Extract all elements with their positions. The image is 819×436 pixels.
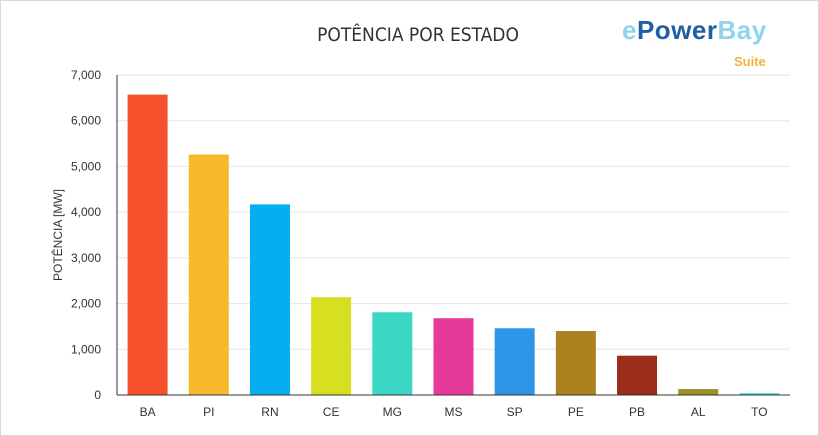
logo-e: e bbox=[622, 15, 637, 45]
y-tick-label: 7,000 bbox=[71, 68, 101, 82]
logo-bay: Bay bbox=[717, 15, 767, 45]
y-axis-label: POTÊNCIA [MW] bbox=[50, 189, 65, 281]
x-tick-labels: BA PI RN CE MG MS SP PE PB AL TO bbox=[140, 405, 768, 419]
x-tick-label-al: AL bbox=[691, 405, 706, 419]
bar-ce[interactable] bbox=[311, 297, 352, 395]
epowerbay-logo: ePowerBay bbox=[622, 15, 767, 46]
logo-suite: Suite bbox=[734, 54, 766, 69]
y-tick-labels: 0 1,000 2,000 3,000 4,000 5,000 6,000 7,000 bbox=[71, 68, 101, 402]
bar-ms[interactable] bbox=[433, 318, 474, 395]
x-tick-label-rn: RN bbox=[261, 405, 278, 419]
bar-pb[interactable] bbox=[617, 355, 658, 395]
y-tick-label: 6,000 bbox=[71, 114, 101, 128]
bar-al[interactable] bbox=[678, 389, 719, 395]
y-tick-label: 0 bbox=[94, 388, 101, 402]
y-tick-label: 5,000 bbox=[71, 159, 101, 173]
bars bbox=[127, 94, 780, 396]
x-tick-label-pe: PE bbox=[568, 405, 584, 419]
x-tick-label-pi: PI bbox=[203, 405, 214, 419]
chart-title: POTÊNCIA POR ESTADO bbox=[317, 24, 519, 46]
y-tick-label: 1,000 bbox=[71, 342, 101, 356]
bar-pi[interactable] bbox=[188, 154, 229, 395]
x-tick-label-sp: SP bbox=[507, 405, 523, 419]
x-tick-label-ce: CE bbox=[323, 405, 340, 419]
y-tick-label: 3,000 bbox=[71, 251, 101, 265]
x-tick-label-pb: PB bbox=[629, 405, 645, 419]
bar-mg[interactable] bbox=[372, 312, 413, 395]
x-tick-label-ms: MS bbox=[445, 405, 463, 419]
bar-sp[interactable] bbox=[494, 328, 535, 395]
y-tick-label: 2,000 bbox=[71, 297, 101, 311]
bar-ba[interactable] bbox=[127, 94, 168, 396]
bar-pe[interactable] bbox=[555, 331, 596, 395]
grid-lines bbox=[117, 74, 790, 350]
y-tick-label: 4,000 bbox=[71, 205, 101, 219]
bar-to[interactable] bbox=[739, 393, 780, 395]
x-tick-label-ba: BA bbox=[140, 405, 156, 419]
x-tick-label-mg: MG bbox=[383, 405, 402, 419]
x-tick-label-to: TO bbox=[751, 405, 767, 419]
logo-power: Power bbox=[636, 15, 718, 45]
bar-rn[interactable] bbox=[249, 204, 290, 395]
